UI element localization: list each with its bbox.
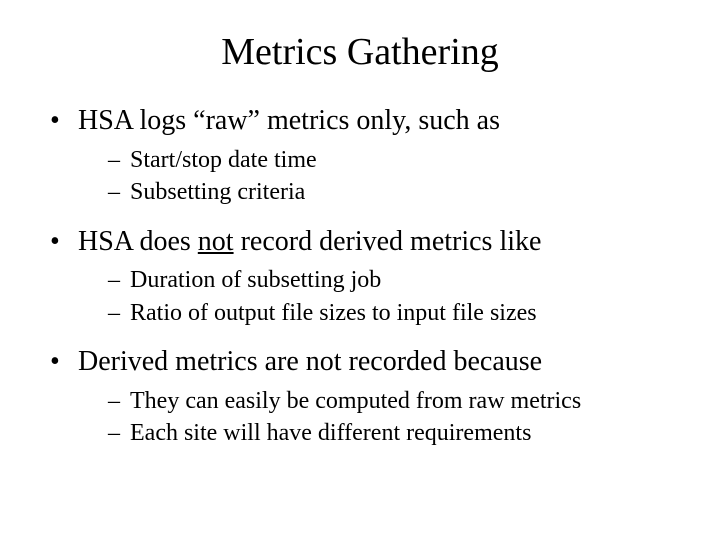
bullet-2-text-pre: HSA does: [78, 226, 198, 257]
bullet-2-text-post: record derived metrics like: [234, 226, 542, 257]
bullet-1-sub-2: Subsetting criteria: [108, 176, 680, 208]
bullet-2: HSA does not record derived metrics like…: [50, 223, 680, 330]
bullet-3-sublist: They can easily be computed from raw met…: [78, 385, 680, 450]
bullet-list: HSA logs “raw” metrics only, such as Sta…: [40, 102, 680, 450]
bullet-2-sub-2: Ratio of output file sizes to input file…: [108, 297, 680, 329]
bullet-1-sub-1: Start/stop date time: [108, 144, 680, 176]
bullet-3-text: Derived metrics are not recorded because: [78, 346, 542, 377]
bullet-2-text-underline: not: [198, 226, 234, 257]
slide: Metrics Gathering HSA logs “raw” metrics…: [0, 0, 720, 540]
bullet-2-sublist: Duration of subsetting job Ratio of outp…: [78, 264, 680, 329]
slide-title: Metrics Gathering: [40, 30, 680, 74]
bullet-1-text: HSA logs “raw” metrics only, such as: [78, 105, 500, 136]
bullet-3-sub-1: They can easily be computed from raw met…: [108, 385, 680, 417]
bullet-1: HSA logs “raw” metrics only, such as Sta…: [50, 102, 680, 209]
bullet-3: Derived metrics are not recorded because…: [50, 343, 680, 450]
bullet-3-sub-2: Each site will have different requiremen…: [108, 417, 680, 449]
bullet-2-sub-1: Duration of subsetting job: [108, 264, 680, 296]
bullet-1-sublist: Start/stop date time Subsetting criteria: [78, 144, 680, 209]
